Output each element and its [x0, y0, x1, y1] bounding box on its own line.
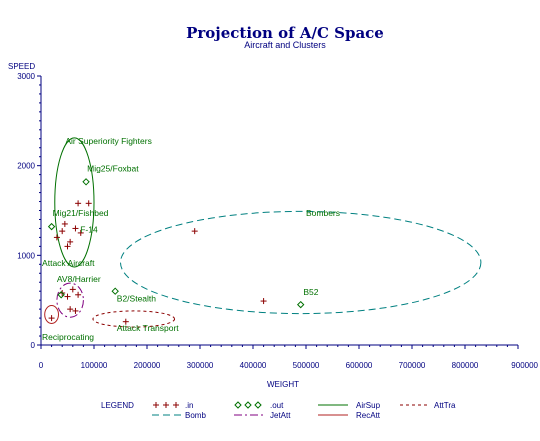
legend-label: JetAtt: [270, 411, 291, 420]
data-point-in: [53, 234, 60, 241]
cluster-atttra: [92, 310, 176, 328]
data-point-in: [75, 291, 82, 298]
legend-swatch: [153, 402, 159, 408]
legend-swatch: [163, 402, 169, 408]
annotation-label: Mig21/Fishbed: [53, 208, 109, 218]
annotation-label: F-14: [80, 224, 98, 234]
annotation-label: Attack Aircraft: [42, 258, 95, 268]
x-tick-label: 200000: [134, 361, 161, 370]
legend-label: .out: [270, 401, 284, 410]
cluster-recatt: [44, 305, 59, 324]
annotations: Air Superiority Fighters Mig25/Foxbat Mig2…: [42, 136, 340, 342]
x-tick-label: 500000: [293, 361, 320, 370]
cluster-outlines: [44, 137, 482, 328]
data-point-in: [64, 243, 71, 250]
x-tick-label: 0: [39, 361, 44, 370]
data-point-in: [69, 286, 76, 293]
legend: .in .out AirSup AttTra Bomb JetAtt RecAtt: [152, 401, 456, 420]
y-tick-label: 2000: [17, 162, 35, 171]
x-tick-label: 400000: [240, 361, 267, 370]
chart-subtitle: Aircraft and Clusters: [244, 40, 326, 50]
data-point-in: [59, 228, 66, 235]
legend-swatch: [244, 401, 252, 409]
cluster-bomb: [120, 210, 482, 315]
data-point-in: [67, 238, 74, 245]
x-tick-label: 800000: [452, 361, 479, 370]
legend-label: .in: [185, 401, 193, 410]
data-point-out: [57, 291, 65, 299]
x-tick-label: 300000: [187, 361, 214, 370]
data-points: [47, 178, 305, 325]
y-tick-label: 0: [31, 341, 36, 350]
data-point-in: [72, 225, 79, 232]
data-point-out: [47, 222, 56, 231]
annotation-label: Mig25/Foxbat: [87, 163, 139, 173]
legend-title: LEGEND: [101, 401, 134, 410]
y-axis-label: SPEED: [8, 62, 35, 71]
legend-swatch: [173, 402, 179, 408]
annotation-label: Attack Transport: [117, 323, 180, 333]
x-tick-label: 600000: [346, 361, 373, 370]
annotation-label: Reciprocating: [42, 332, 94, 342]
annotation-label: Bombers: [306, 208, 340, 218]
legend-label: RecAtt: [356, 411, 381, 420]
data-point-out: [111, 287, 119, 295]
data-point-in: [85, 200, 92, 207]
data-point-in: [77, 229, 84, 236]
data-point-out: [82, 178, 90, 186]
data-point-in: [48, 315, 55, 322]
data-point-out: [296, 300, 305, 309]
data-point-in: [191, 228, 198, 235]
data-point-in: [64, 293, 71, 300]
y-tick-label: 3000: [17, 72, 35, 81]
x-tick-label: 100000: [81, 361, 108, 370]
legend-swatch: [234, 401, 242, 409]
legend-swatch: [254, 401, 262, 409]
annotation-label: B2/Stealth: [117, 294, 156, 304]
data-point-in: [75, 200, 82, 207]
legend-label: AirSup: [356, 401, 381, 410]
legend-label: Bomb: [185, 411, 206, 420]
annotation-label: B52: [303, 287, 318, 297]
x-tick-label: 900000: [511, 361, 538, 370]
data-point-in: [260, 298, 267, 305]
legend-label: AttTra: [434, 401, 456, 410]
x-tick-label: 700000: [399, 361, 426, 370]
annotation-label: AV8/Harrier: [57, 274, 101, 284]
data-point-in: [72, 307, 79, 314]
axes: 0 1000 2000 3000 0 100000 200000 300000 400000 50…: [17, 72, 538, 370]
y-tick-label: 1000: [17, 251, 35, 260]
x-axis-label: WEIGHT: [267, 380, 299, 389]
cluster-jetatt: [56, 282, 84, 318]
cluster-airsup: [54, 137, 95, 268]
annotation-label: Air Superiority Fighters: [65, 136, 151, 146]
data-point-in: [61, 220, 68, 227]
data-point-in: [122, 318, 129, 325]
chart-title: Projection of A/C Space: [186, 24, 384, 42]
data-point-in: [67, 306, 74, 313]
